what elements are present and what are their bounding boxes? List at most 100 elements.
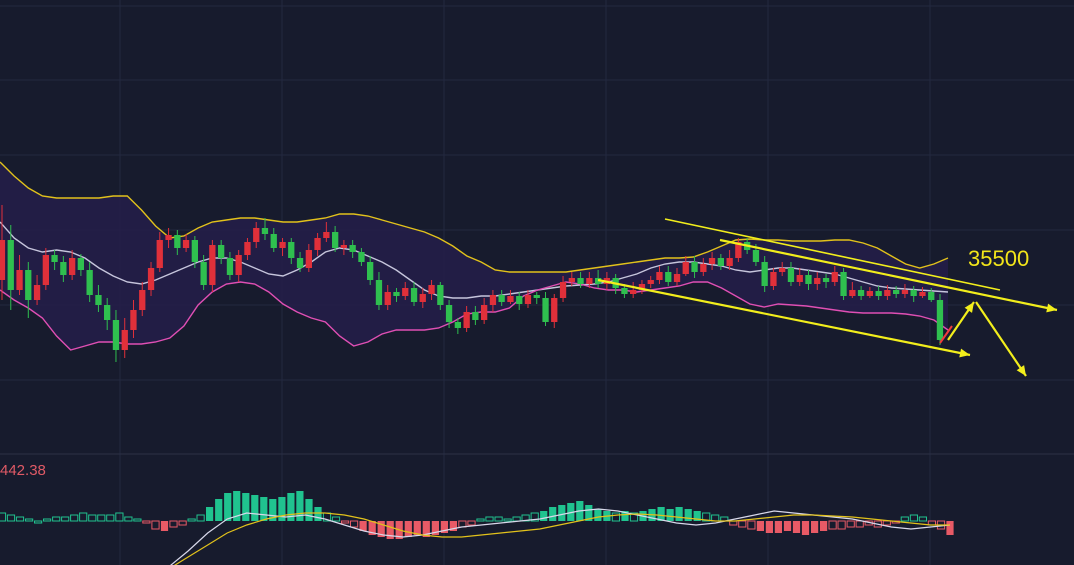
candle <box>200 255 207 290</box>
candle <box>577 272 584 288</box>
candle-body <box>349 245 356 252</box>
candle-body <box>332 232 339 248</box>
candle <box>7 225 14 310</box>
candle-body <box>568 278 575 282</box>
candle <box>428 280 435 300</box>
candle-body <box>498 295 505 302</box>
candle <box>866 287 873 298</box>
candle <box>305 244 312 272</box>
macd-bar <box>693 511 701 521</box>
candle-body <box>191 240 198 262</box>
macd-bar <box>350 520 359 528</box>
candle-body <box>735 242 742 258</box>
candle-body <box>700 264 707 272</box>
macd-bar <box>314 507 322 521</box>
candle-body <box>910 290 917 296</box>
candle <box>323 222 330 242</box>
candle <box>235 250 242 282</box>
trend-line-lower-head <box>959 348 970 358</box>
candle <box>104 298 111 330</box>
macd-bar <box>558 505 566 521</box>
candle <box>60 256 67 282</box>
candle <box>332 226 339 252</box>
candle <box>410 282 418 306</box>
macd-bar <box>160 521 169 531</box>
candle <box>498 290 505 306</box>
candle <box>656 266 663 284</box>
candle <box>779 262 786 276</box>
candle-body <box>165 235 172 240</box>
projection-arrow-up <box>947 301 975 341</box>
candle-body <box>866 291 873 296</box>
candle-body <box>182 240 190 248</box>
macd-bar <box>269 499 277 521</box>
candle-body <box>472 312 479 320</box>
macd-bar <box>567 503 575 521</box>
macd-bar <box>43 518 52 522</box>
candle <box>814 272 821 290</box>
macd-bar <box>115 512 124 522</box>
projection-arrow-down-head <box>1016 365 1026 376</box>
candle-body <box>752 250 760 262</box>
candle-body <box>928 292 935 300</box>
macd-bar <box>242 493 250 521</box>
candle-body <box>60 262 67 275</box>
macd-bar <box>494 516 503 522</box>
candle <box>717 254 724 270</box>
candle-body <box>936 300 944 340</box>
candle <box>840 268 847 300</box>
macd-bar <box>331 516 341 522</box>
candle-body <box>849 290 856 296</box>
candle-body <box>691 262 698 272</box>
candle-body <box>726 258 733 266</box>
candle-body <box>402 288 409 296</box>
candle-body <box>857 290 865 296</box>
candle <box>95 285 102 312</box>
projection-arrow-down-shaft <box>975 301 1027 377</box>
candle-body <box>209 245 216 285</box>
macd-value-label: 442.38 <box>0 462 46 479</box>
candle <box>884 285 891 300</box>
macd-bar <box>187 518 196 522</box>
macd-bar <box>106 514 115 522</box>
candle <box>805 270 812 290</box>
candle-body <box>244 242 251 255</box>
candle-body <box>95 295 102 305</box>
candle-body <box>586 278 593 284</box>
macd-bar <box>169 520 178 528</box>
macd-bar <box>296 491 304 521</box>
macd-bar <box>621 511 629 521</box>
candle-body <box>489 295 497 305</box>
candle-body <box>901 290 909 294</box>
candle-body <box>305 250 312 268</box>
macd-bar <box>783 521 792 531</box>
candle <box>367 256 374 285</box>
macd-bar <box>79 512 88 522</box>
candle <box>51 250 58 270</box>
macd-bar <box>88 514 97 522</box>
macd-bar <box>702 512 711 522</box>
macd-bar <box>467 520 476 526</box>
candle-body <box>358 252 365 262</box>
macd-bar <box>846 520 855 528</box>
macd-bar <box>820 521 828 531</box>
candle <box>481 298 488 324</box>
candle-body <box>323 232 330 238</box>
candle-body <box>673 274 681 282</box>
macd-bar <box>305 499 313 521</box>
macd-bar <box>287 493 295 521</box>
candle <box>375 272 383 310</box>
candle-body <box>367 262 374 280</box>
macd-bar <box>15 516 25 522</box>
candle-body <box>840 272 847 296</box>
candle <box>849 282 856 298</box>
macd-bar <box>485 516 494 522</box>
macd-bar <box>476 518 485 522</box>
candle <box>121 318 128 358</box>
candle <box>568 272 575 286</box>
macd-bar <box>413 521 421 535</box>
candle <box>112 310 120 362</box>
candle <box>270 228 277 252</box>
candle <box>489 290 497 312</box>
macd-bar <box>530 512 539 522</box>
